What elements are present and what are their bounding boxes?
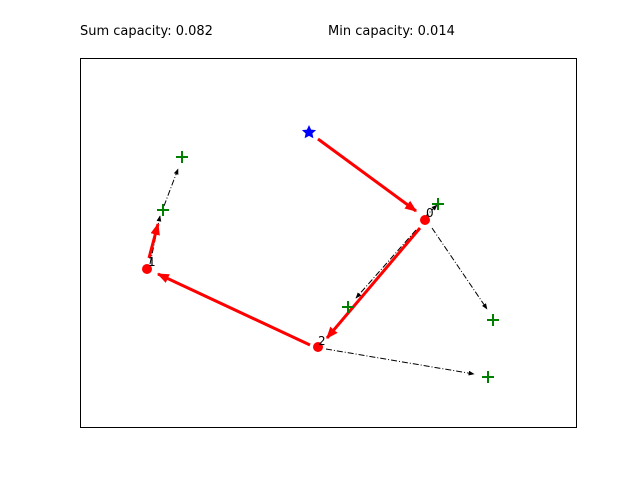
- link-2-to-target: [325, 348, 475, 376]
- node-0: [420, 215, 430, 225]
- target-marker: [482, 371, 494, 383]
- link-0-to-target-mid: [355, 229, 417, 299]
- node-1-label: 1: [148, 255, 156, 269]
- plot-frame: [80, 58, 577, 428]
- link-0-to-target-right: [431, 227, 488, 310]
- route-start-to-0: [317, 137, 417, 213]
- target-marker: [176, 151, 188, 163]
- target-marker: [157, 204, 169, 216]
- route-2-to-1: [156, 272, 311, 347]
- node-2-label: 2: [318, 334, 326, 348]
- target-marker: [342, 301, 354, 313]
- route-0-to-2: [325, 227, 422, 339]
- sum-capacity-label: Sum capacity: 0.082: [80, 24, 213, 39]
- link-target-chain: [163, 168, 179, 207]
- node-1: [142, 264, 152, 274]
- node-0-label: 0: [426, 206, 434, 220]
- min-capacity-label: Min capacity: 0.014: [328, 24, 455, 39]
- target-marker: [432, 198, 444, 210]
- node-2: [313, 342, 323, 352]
- start-star-marker: [301, 125, 317, 139]
- target-marker: [487, 314, 499, 326]
- route-1-to-target: [147, 222, 160, 259]
